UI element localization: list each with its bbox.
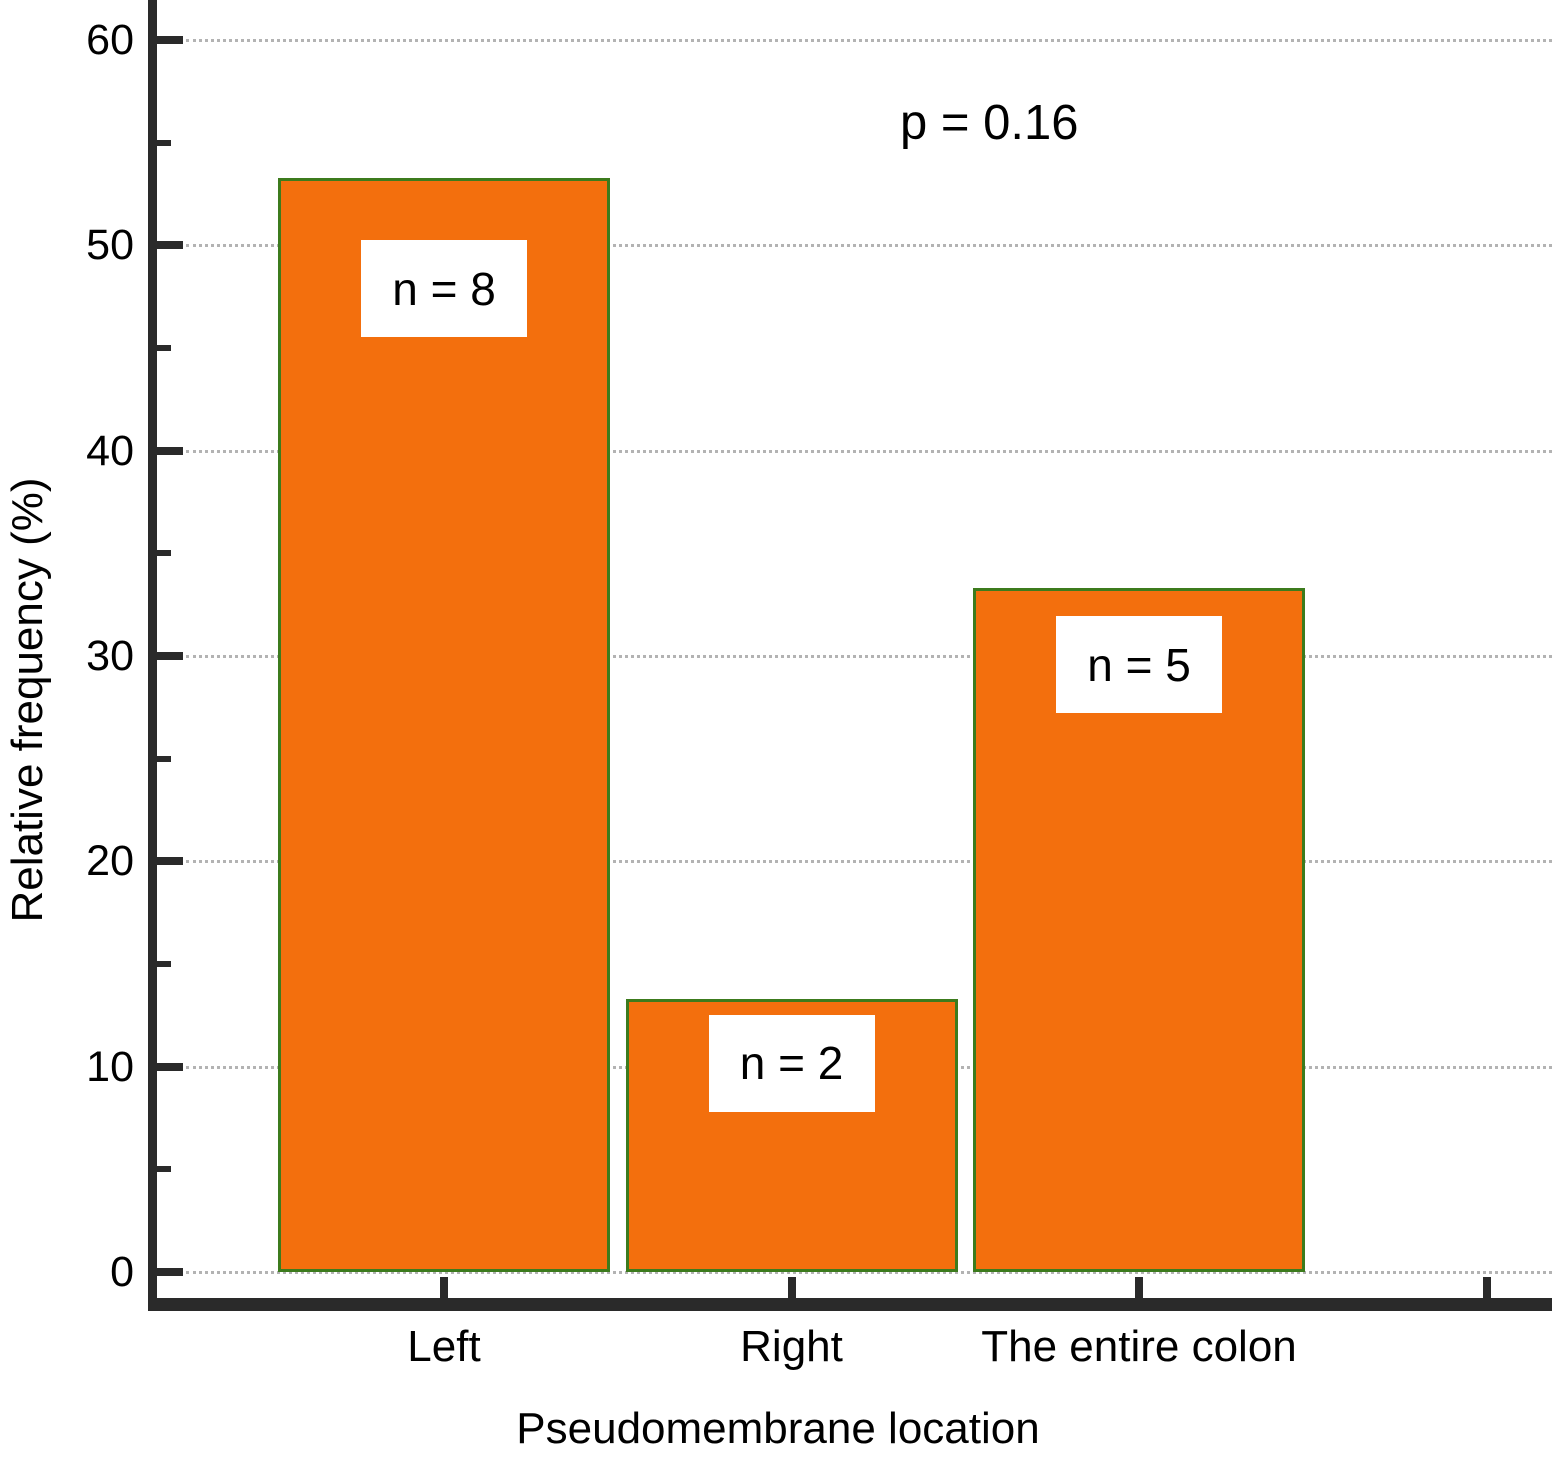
bar-count-label: n = 8 — [361, 240, 527, 338]
y-tick-label-30: 30 — [86, 632, 134, 680]
x-axis-title: Pseudomembrane location — [516, 1404, 1040, 1453]
x-tick-1 — [787, 1277, 796, 1298]
y-tick-0 — [157, 1268, 183, 1276]
gridline-y-50 — [186, 244, 1552, 248]
y-minor-tick-35 — [157, 550, 171, 557]
bar-count-label: n = 5 — [1056, 616, 1222, 714]
y-tick-40 — [157, 446, 183, 455]
x-category-label-2: Right — [740, 1322, 843, 1371]
y-minor-tick-55 — [157, 139, 171, 146]
y-tick-label-60: 60 — [86, 16, 134, 64]
y-axis-line — [148, 0, 157, 1311]
y-tick-30 — [157, 652, 183, 660]
x-category-label-1: Left — [407, 1322, 481, 1371]
y-tick-60 — [157, 36, 183, 44]
y-axis-title: Relative frequency (%) — [3, 477, 52, 923]
x-tick-0 — [440, 1277, 448, 1298]
x-category-label-3: The entire colon — [981, 1322, 1297, 1371]
y-minor-tick-45 — [157, 345, 171, 351]
y-tick-50 — [157, 241, 183, 250]
bar-left — [278, 177, 610, 1272]
gridline-y-30 — [186, 655, 1552, 658]
gridline-y-40 — [186, 449, 1552, 453]
gridline-y-60 — [186, 39, 1552, 42]
x-tick-3 — [1482, 1277, 1491, 1298]
y-tick-label-10: 10 — [86, 1042, 134, 1091]
y-tick-label-0: 0 — [110, 1248, 134, 1296]
y-tick-label-20: 20 — [86, 837, 134, 886]
y-minor-tick-15 — [157, 961, 171, 967]
x-axis-line — [148, 1298, 1552, 1311]
x-tick-2 — [1135, 1277, 1143, 1298]
bar-count-label: n = 2 — [708, 1014, 875, 1112]
y-minor-tick-25 — [157, 755, 171, 762]
y-tick-label-40: 40 — [86, 426, 134, 475]
gridline-y-0 — [186, 1271, 1552, 1274]
p-value-annotation: p = 0.16 — [900, 96, 1079, 150]
y-tick-10 — [157, 1062, 183, 1071]
y-tick-label-50: 50 — [86, 221, 134, 270]
y-minor-tick-5 — [157, 1166, 171, 1173]
y-tick-20 — [157, 857, 183, 866]
gridline-y-20 — [186, 860, 1552, 864]
